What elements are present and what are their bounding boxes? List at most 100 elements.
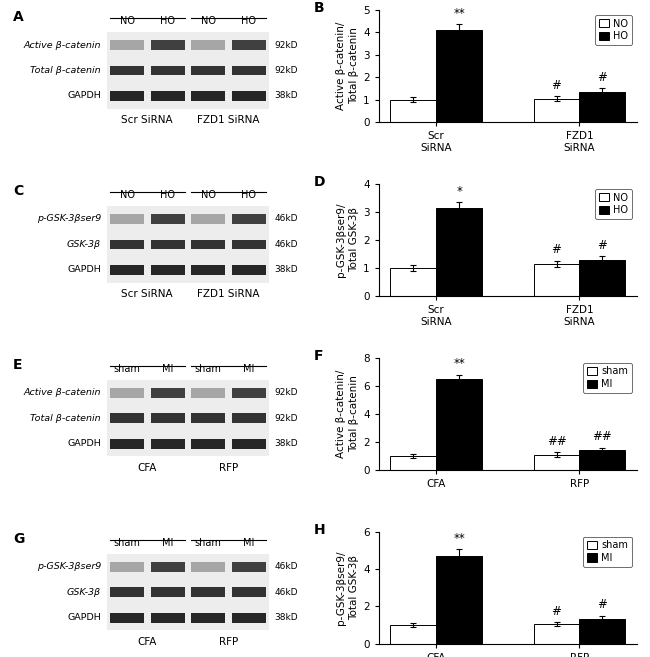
Bar <box>191 240 225 249</box>
Text: #: # <box>597 71 607 84</box>
Bar <box>191 562 225 572</box>
Bar <box>110 240 144 249</box>
Text: FZD1 SiRNA: FZD1 SiRNA <box>197 116 259 125</box>
Text: Active β-catenin: Active β-catenin <box>23 41 101 49</box>
Legend: sham, MI: sham, MI <box>583 363 632 393</box>
Text: MI: MI <box>162 364 174 374</box>
Bar <box>231 439 266 449</box>
Text: 38kD: 38kD <box>274 613 298 622</box>
Text: GSK-3β: GSK-3β <box>67 588 101 597</box>
Text: #: # <box>597 599 607 611</box>
Text: H: H <box>314 523 326 537</box>
Bar <box>151 91 185 101</box>
Bar <box>110 613 144 623</box>
Bar <box>107 380 269 457</box>
Y-axis label: p-GSK-3βser9/
Total GSK-3β: p-GSK-3βser9/ Total GSK-3β <box>335 551 359 625</box>
Text: ##: ## <box>547 435 566 448</box>
Text: sham: sham <box>194 364 222 374</box>
Text: NO: NO <box>201 190 216 200</box>
Text: GSK-3β: GSK-3β <box>67 240 101 249</box>
Text: RFP: RFP <box>218 637 238 647</box>
Bar <box>107 32 269 108</box>
Bar <box>151 613 185 623</box>
Bar <box>436 30 482 122</box>
Text: FZD1 SiRNA: FZD1 SiRNA <box>197 289 259 300</box>
Text: *: * <box>456 185 462 198</box>
Bar <box>110 66 144 76</box>
Bar <box>107 554 269 631</box>
Text: CFA: CFA <box>138 463 157 473</box>
Text: RFP: RFP <box>218 463 238 473</box>
Text: F: F <box>314 349 324 363</box>
Bar <box>110 587 144 597</box>
Bar <box>436 556 482 644</box>
Bar <box>151 413 185 423</box>
Bar <box>534 99 579 122</box>
Text: ##: ## <box>592 430 612 443</box>
Text: HO: HO <box>160 190 175 200</box>
Legend: sham, MI: sham, MI <box>583 537 632 567</box>
Text: 38kD: 38kD <box>274 265 298 275</box>
Bar <box>110 214 144 224</box>
Text: #: # <box>552 244 562 256</box>
Bar <box>151 40 185 50</box>
Text: 38kD: 38kD <box>274 91 298 101</box>
Bar <box>391 456 436 470</box>
Bar <box>191 91 225 101</box>
Text: MI: MI <box>243 538 254 548</box>
Bar <box>436 208 482 296</box>
Text: 46kD: 46kD <box>274 214 298 223</box>
Bar <box>534 263 579 296</box>
Text: sham: sham <box>114 364 140 374</box>
Text: HO: HO <box>241 16 256 26</box>
Text: D: D <box>314 175 326 189</box>
Text: Scr SiRNA: Scr SiRNA <box>122 116 173 125</box>
Bar <box>151 214 185 224</box>
Text: 92kD: 92kD <box>274 388 298 397</box>
Bar <box>191 439 225 449</box>
Text: sham: sham <box>194 538 222 548</box>
Text: **: ** <box>453 357 465 370</box>
Bar <box>110 91 144 101</box>
Bar <box>191 413 225 423</box>
Text: Scr SiRNA: Scr SiRNA <box>122 289 173 300</box>
Bar <box>436 378 482 470</box>
Text: GAPDH: GAPDH <box>68 91 101 101</box>
Text: GAPDH: GAPDH <box>68 440 101 448</box>
Bar <box>391 625 436 644</box>
Y-axis label: Active β-catenin/
Total β-catenin: Active β-catenin/ Total β-catenin <box>335 370 359 458</box>
Bar <box>391 100 436 122</box>
Bar <box>191 587 225 597</box>
Text: 38kD: 38kD <box>274 440 298 448</box>
Text: GAPDH: GAPDH <box>68 265 101 275</box>
Bar <box>151 388 185 397</box>
Bar <box>231 265 266 275</box>
Text: 92kD: 92kD <box>274 414 298 423</box>
Text: #: # <box>552 79 562 92</box>
Bar <box>151 66 185 76</box>
Text: **: ** <box>453 532 465 545</box>
Bar <box>579 260 625 296</box>
Text: E: E <box>13 357 23 372</box>
Bar <box>231 562 266 572</box>
Bar <box>231 413 266 423</box>
Text: **: ** <box>453 7 465 20</box>
Text: 92kD: 92kD <box>274 41 298 49</box>
Bar <box>191 613 225 623</box>
Bar <box>231 91 266 101</box>
Bar <box>110 439 144 449</box>
Bar <box>151 439 185 449</box>
Bar <box>579 619 625 644</box>
Text: GAPDH: GAPDH <box>68 613 101 622</box>
Bar <box>534 624 579 644</box>
Bar <box>110 562 144 572</box>
Bar <box>191 66 225 76</box>
Bar <box>231 587 266 597</box>
Text: G: G <box>13 532 25 546</box>
Text: B: B <box>314 1 324 15</box>
Text: C: C <box>13 184 23 198</box>
Bar <box>191 40 225 50</box>
Text: HO: HO <box>160 16 175 26</box>
Bar <box>231 66 266 76</box>
Bar <box>534 455 579 470</box>
